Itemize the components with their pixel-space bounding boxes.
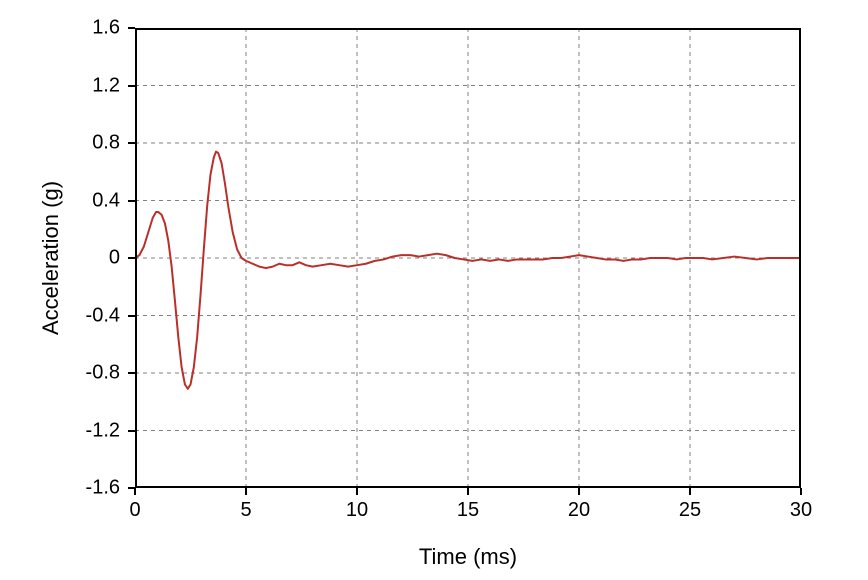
y-tick-label: 0.4 [0, 189, 120, 212]
y-tick [128, 257, 135, 259]
x-tick-label: 25 [679, 499, 701, 522]
plot-svg [135, 28, 801, 488]
x-tick-label: 20 [568, 499, 590, 522]
x-tick [800, 488, 802, 495]
y-tick [128, 315, 135, 317]
y-tick [128, 200, 135, 202]
y-tick [128, 372, 135, 374]
y-tick-label: -1.2 [0, 419, 120, 442]
x-axis-label: Time (ms) [419, 544, 517, 570]
x-tick-label: 30 [790, 499, 812, 522]
x-tick [134, 488, 136, 495]
y-tick [128, 487, 135, 489]
x-tick-label: 5 [240, 499, 251, 522]
y-tick [128, 430, 135, 432]
y-tick-label: -0.8 [0, 362, 120, 385]
x-tick [356, 488, 358, 495]
x-tick-label: 10 [346, 499, 368, 522]
x-tick [578, 488, 580, 495]
x-tick [689, 488, 691, 495]
acceleration-chart: Time (ms) Acceleration (g) 051015202530-… [0, 0, 868, 580]
y-tick-label: 1.2 [0, 74, 120, 97]
plot-area [135, 28, 801, 488]
x-tick [467, 488, 469, 495]
y-tick-label: 0.8 [0, 132, 120, 155]
y-tick-label: 0 [0, 247, 120, 270]
x-tick-label: 0 [129, 499, 140, 522]
y-tick-label: -1.6 [0, 477, 120, 500]
y-tick [128, 85, 135, 87]
x-tick-label: 15 [457, 499, 479, 522]
y-tick [128, 142, 135, 144]
x-tick [245, 488, 247, 495]
y-tick-label: 1.6 [0, 17, 120, 40]
y-tick [128, 27, 135, 29]
y-tick-label: -0.4 [0, 304, 120, 327]
